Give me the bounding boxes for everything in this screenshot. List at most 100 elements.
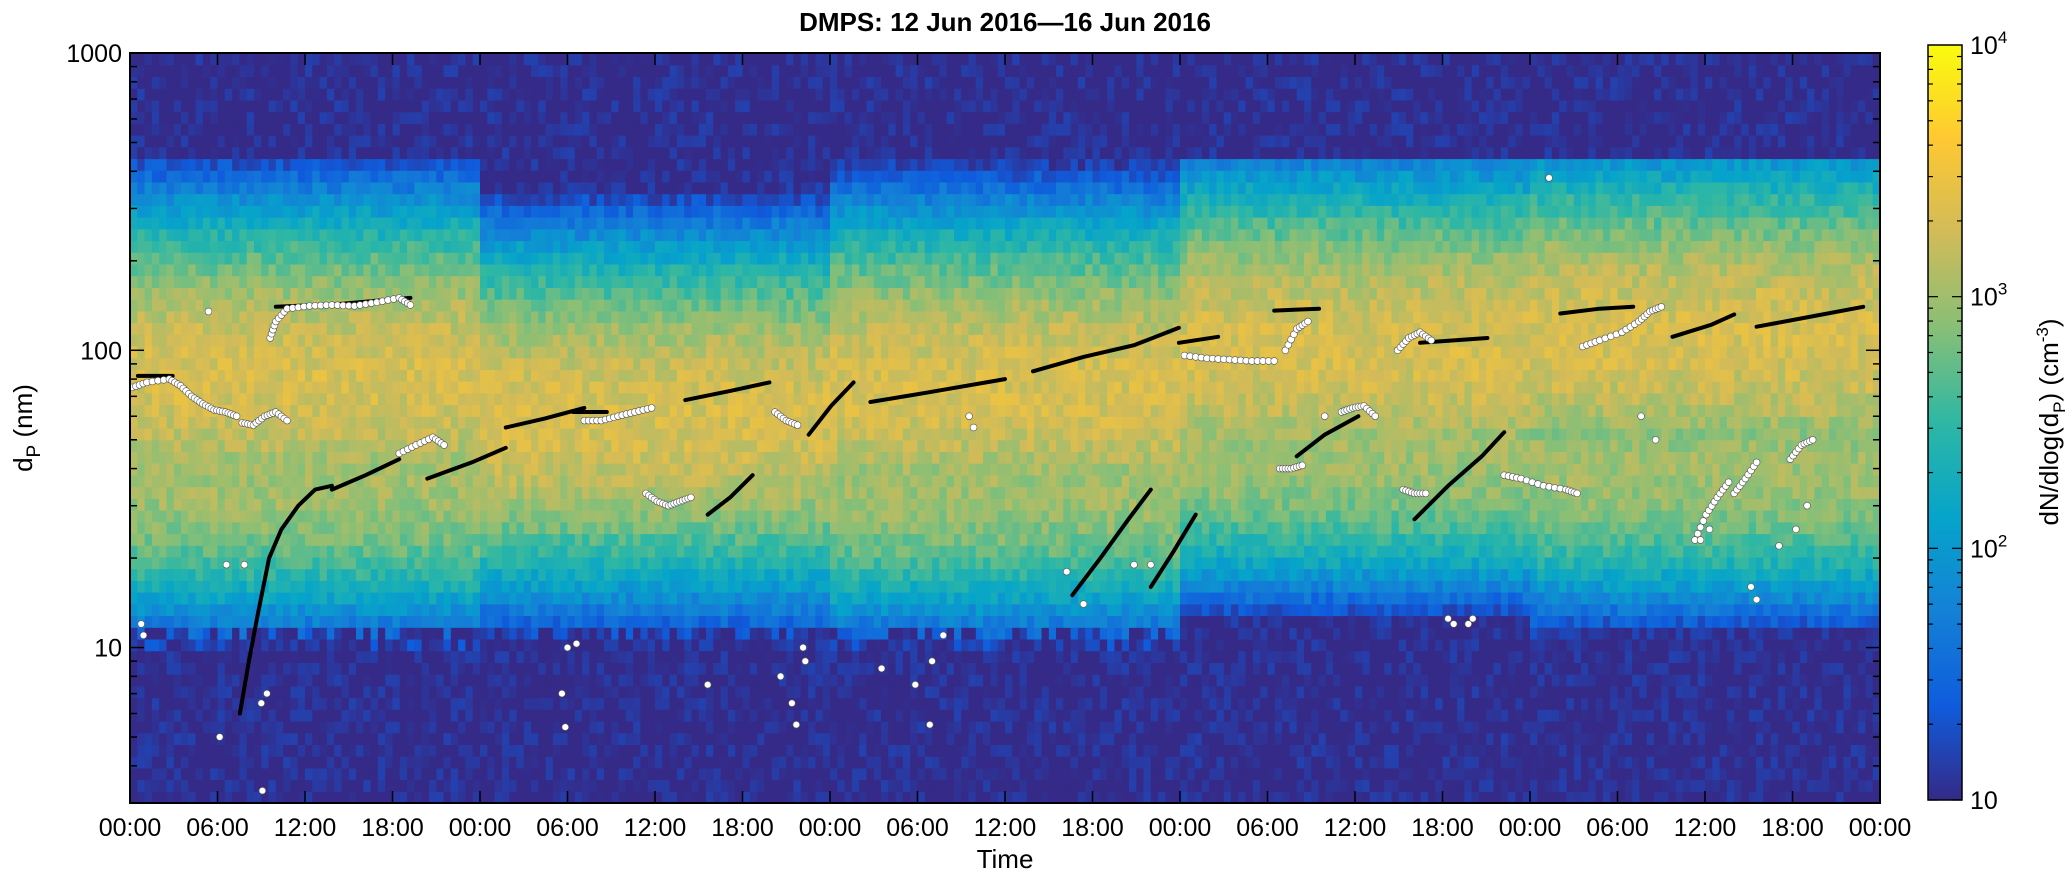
heatmap-cell [450, 392, 459, 406]
heatmap-cell [181, 170, 189, 183]
heatmap-cell [283, 357, 291, 370]
heatmap-cell [392, 135, 401, 148]
heatmap-cell [582, 88, 590, 101]
heatmap-cell [662, 135, 671, 148]
heatmap-cell [283, 674, 291, 687]
heatmap-cell [195, 123, 204, 136]
heatmap-cell [516, 498, 525, 511]
heatmap-cell [472, 732, 481, 745]
heatmap-cell [144, 310, 153, 324]
heatmap-cell [436, 685, 445, 699]
heatmap-cell [319, 99, 328, 113]
heatmap-cell [436, 111, 445, 124]
heatmap-cell [429, 275, 437, 288]
heatmap-cell [232, 662, 240, 675]
heatmap-cell [421, 685, 430, 699]
heatmap-cell [305, 674, 313, 687]
heatmap-cell [268, 240, 277, 253]
heatmap-cell [392, 603, 401, 617]
heatmap-cell [618, 556, 627, 570]
heatmap-cell [604, 53, 612, 66]
heatmap-cell [633, 205, 641, 218]
heatmap-cell [407, 322, 415, 335]
heatmap-cell [261, 170, 270, 183]
heatmap-cell [472, 791, 481, 803]
heatmap-cell [341, 334, 350, 347]
heatmap-cell [604, 545, 612, 558]
heatmap-cell [275, 205, 284, 218]
heatmap-cell [290, 732, 299, 745]
heatmap-cell [414, 287, 423, 300]
heatmap-cell [429, 592, 437, 605]
heatmap-cell [560, 357, 569, 370]
heatmap-cell [545, 674, 554, 687]
heatmap-cell [326, 158, 335, 171]
heatmap-cell [334, 404, 343, 417]
heatmap-cell [181, 287, 189, 300]
heatmap-cell [144, 217, 153, 230]
heatmap-cell [567, 662, 576, 675]
heatmap-cell [326, 428, 335, 441]
heatmap-cell [326, 779, 335, 792]
heatmap-cell [596, 650, 605, 663]
heatmap-cell [181, 674, 189, 687]
heatmap-cell [669, 287, 678, 300]
heatmap-cell [509, 744, 518, 757]
heatmap-cell [224, 53, 233, 66]
heatmap-cell [151, 263, 160, 277]
heatmap-cell [137, 263, 146, 277]
heatmap-cell [246, 697, 255, 710]
heatmap-cell [232, 381, 240, 394]
heatmap-cell [392, 627, 401, 640]
heatmap-cell [531, 674, 539, 687]
heatmap-cell [283, 158, 291, 171]
heatmap-cell [159, 357, 168, 370]
heatmap-cell [130, 322, 138, 335]
heatmap-cell [232, 404, 240, 417]
heatmap-cell [516, 592, 525, 605]
heatmap-cell [283, 451, 291, 464]
heatmap-cell [290, 498, 299, 511]
heatmap-cell [137, 732, 146, 745]
heatmap-cell [341, 310, 350, 324]
heatmap-cell [501, 615, 510, 628]
heatmap-cell [538, 580, 547, 593]
heatmap-cell [458, 709, 466, 722]
heatmap-cell [312, 322, 321, 335]
heatmap-cell [633, 721, 641, 734]
heatmap-cell [268, 299, 277, 312]
heatmap-cell [625, 170, 634, 183]
heatmap-cell [436, 545, 445, 558]
heatmap-cell [509, 756, 518, 769]
heatmap-cell [574, 779, 583, 792]
heatmap-cell [458, 638, 466, 652]
heatmap-cell [363, 135, 372, 148]
heatmap-cell [552, 76, 561, 89]
heatmap-cell [341, 240, 350, 253]
heatmap-cell [436, 556, 445, 570]
heatmap-cell [618, 650, 627, 663]
heatmap-cell [625, 392, 634, 406]
heatmap-cell [429, 545, 437, 558]
heatmap-cell [407, 486, 415, 499]
heatmap-cell [283, 99, 291, 113]
heatmap-cell [625, 592, 634, 605]
heatmap-cell [246, 181, 255, 195]
heatmap-cell [224, 111, 233, 124]
heatmap-cell [676, 357, 685, 370]
heatmap-cell [217, 767, 226, 781]
heatmap-cell [647, 146, 656, 160]
heatmap-cell [348, 779, 357, 792]
heatmap-cell [509, 53, 518, 66]
heatmap-cell [232, 463, 240, 476]
heatmap-cell [239, 217, 248, 230]
heatmap-cell [166, 533, 175, 546]
heatmap-cell [254, 158, 262, 171]
heatmap-cell [691, 240, 700, 253]
heatmap-cell [545, 111, 554, 124]
heatmap-cell [472, 88, 481, 101]
heatmap-cell [552, 615, 561, 628]
heatmap-cell [465, 76, 474, 89]
heatmap-cell [574, 310, 583, 324]
heatmap-cell [173, 123, 182, 136]
